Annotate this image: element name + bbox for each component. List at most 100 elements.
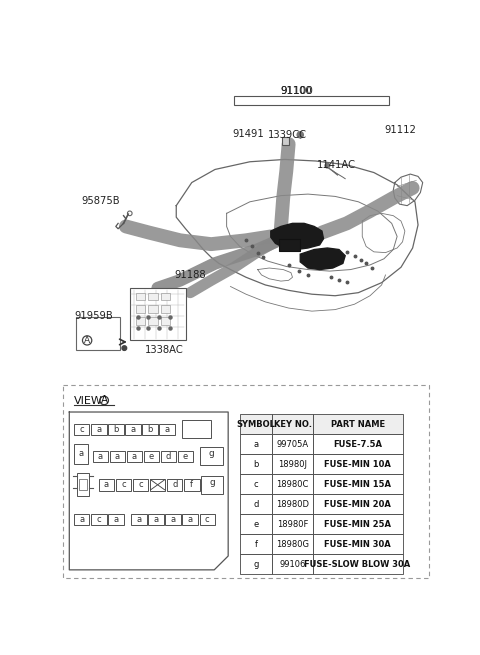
Text: FUSE-MIN 25A: FUSE-MIN 25A [324,520,391,529]
Text: 18980D: 18980D [276,500,309,509]
Bar [200,514,215,525]
Bar [161,305,170,312]
Bar [130,288,186,341]
Text: a: a [170,515,176,524]
Text: FUSE-MIN 20A: FUSE-MIN 20A [324,500,391,509]
Bar [150,479,166,491]
Bar [167,479,182,491]
Text: a: a [136,515,142,524]
Bar [161,317,170,325]
Text: c: c [79,425,84,434]
Bar [159,424,175,435]
Text: 18980G: 18980G [276,540,309,549]
Text: 91188: 91188 [175,270,206,280]
Bar [240,434,272,455]
Bar [312,434,403,455]
Bar [133,479,148,491]
Bar [184,479,200,491]
Bar [312,555,403,574]
Text: g: g [253,560,259,569]
Text: A: A [84,336,90,345]
Text: a: a [96,425,101,434]
Bar [240,495,272,514]
Bar [278,239,300,251]
Text: PART NAME: PART NAME [331,420,384,429]
Bar [91,514,107,525]
Bar [240,534,272,555]
Text: 18980C: 18980C [276,480,309,489]
Bar [148,293,157,301]
Text: 18980J: 18980J [278,460,307,469]
Text: e: e [183,452,188,460]
Bar [148,305,157,312]
Bar [136,305,145,312]
Bar [93,451,108,462]
Bar [79,479,87,490]
Circle shape [325,163,330,168]
Text: f: f [254,540,258,549]
Bar [312,495,403,514]
Text: FUSE-MIN 10A: FUSE-MIN 10A [324,460,391,469]
Text: c: c [96,515,101,524]
Bar [272,434,312,455]
FancyBboxPatch shape [63,385,429,578]
Bar [282,137,288,145]
Text: SYMBOL: SYMBOL [237,420,276,429]
Bar [74,444,88,464]
Text: 1339CC: 1339CC [268,130,307,140]
Text: 91491: 91491 [232,128,264,139]
Bar [240,415,272,434]
Bar [75,317,120,350]
Text: a: a [130,425,135,434]
Bar [74,424,89,435]
Bar [142,424,157,435]
Circle shape [297,132,303,138]
Bar [116,479,132,491]
Bar [272,495,312,514]
Bar [181,421,211,438]
Text: 95875B: 95875B [82,196,120,206]
Bar [136,317,145,325]
Text: c: c [121,480,126,489]
Bar [272,474,312,495]
Bar [91,424,107,435]
Bar [312,415,403,434]
Text: c: c [138,480,143,489]
Bar [312,514,403,534]
Bar [240,455,272,474]
Bar [201,476,223,494]
Text: a: a [253,440,259,449]
Bar [161,451,176,462]
Bar [234,96,389,105]
Polygon shape [300,248,345,270]
Text: FUSE-MIN 30A: FUSE-MIN 30A [324,540,391,549]
Text: d: d [166,452,171,460]
Bar [272,415,312,434]
Text: d: d [253,500,259,509]
Text: 91100: 91100 [281,86,312,96]
Bar [161,293,170,301]
Text: c: c [254,480,258,489]
Text: b: b [113,425,119,434]
Bar [109,451,125,462]
Text: 91959B: 91959B [74,311,113,321]
Text: FUSE-MIN 15A: FUSE-MIN 15A [324,480,391,489]
Text: a: a [79,515,84,524]
Text: d: d [172,480,178,489]
Bar [132,514,147,525]
Bar [272,455,312,474]
Text: 1141AC: 1141AC [317,160,356,170]
Text: a: a [104,480,109,489]
Circle shape [122,346,127,350]
Text: A: A [101,396,108,405]
Polygon shape [271,223,324,250]
Text: a: a [132,452,137,460]
Bar [312,474,403,495]
Text: KEY NO.: KEY NO. [274,420,312,429]
Text: a: a [164,425,169,434]
Text: 91100: 91100 [280,86,313,96]
Text: a: a [78,449,84,458]
Text: b: b [253,460,259,469]
Text: VIEW: VIEW [74,396,103,406]
Bar [240,555,272,574]
